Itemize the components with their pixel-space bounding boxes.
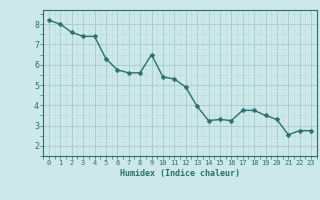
X-axis label: Humidex (Indice chaleur): Humidex (Indice chaleur) [120,169,240,178]
